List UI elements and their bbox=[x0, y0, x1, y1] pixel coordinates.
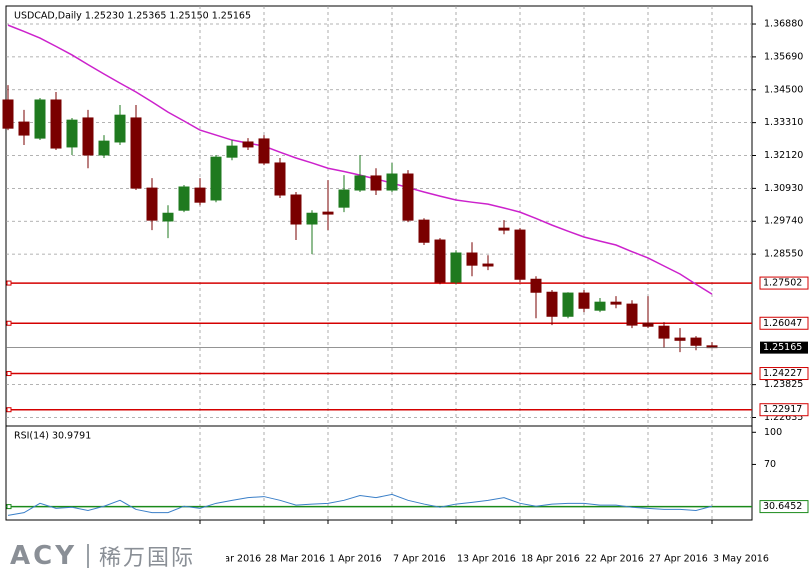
candle-body bbox=[2, 99, 14, 129]
candle-body bbox=[562, 292, 574, 317]
level-marker bbox=[6, 371, 12, 377]
candle-body bbox=[18, 121, 30, 136]
candle-body bbox=[226, 145, 238, 158]
y-tick-label: 1.29740 bbox=[764, 216, 803, 227]
candle-body bbox=[434, 239, 446, 283]
x-tick-label: 13 Apr 2016 bbox=[457, 554, 516, 565]
candle-body bbox=[498, 227, 510, 231]
y-tick-label: 1.34500 bbox=[764, 84, 803, 95]
level-label: 1.22917 bbox=[763, 404, 802, 415]
last-price-box bbox=[760, 341, 808, 354]
level-label-box bbox=[759, 276, 809, 290]
candle-body bbox=[370, 175, 382, 191]
x-tick-label: 28 Mar 2016 bbox=[265, 554, 325, 565]
candle-body bbox=[162, 212, 174, 222]
candle-body bbox=[466, 252, 478, 266]
candle-body bbox=[34, 99, 46, 139]
candle-body bbox=[386, 173, 398, 191]
candle-body bbox=[98, 140, 110, 156]
x-tick-label: 22 Mar 2016 bbox=[201, 554, 261, 565]
candle-body bbox=[658, 325, 670, 339]
chart-title: USDCAD,Daily 1.25230 1.25365 1.25150 1.2… bbox=[14, 11, 251, 22]
candle-body bbox=[482, 263, 494, 267]
y-tick-label: 100 bbox=[764, 427, 782, 438]
level-marker bbox=[6, 280, 12, 286]
candle-body bbox=[610, 301, 622, 305]
watermark: ACY 稀万国际 bbox=[0, 535, 226, 577]
candle-body bbox=[50, 99, 62, 149]
level-label-box bbox=[759, 403, 809, 417]
candle-body bbox=[450, 252, 462, 283]
level-label-box bbox=[759, 500, 809, 514]
watermark-separator bbox=[87, 544, 90, 568]
candle-body bbox=[546, 291, 558, 317]
candle-body bbox=[354, 175, 366, 191]
x-tick-label: 22 Apr 2016 bbox=[585, 554, 644, 565]
candle-body bbox=[130, 117, 142, 189]
candle-body bbox=[306, 212, 318, 225]
y-tick-label: 1.30930 bbox=[764, 183, 803, 194]
candle-body bbox=[322, 211, 334, 215]
candle-body bbox=[82, 117, 94, 156]
candle-body bbox=[578, 292, 590, 309]
y-tick-label: 1.22635 bbox=[764, 412, 803, 423]
candle-body bbox=[274, 162, 286, 196]
candle-body bbox=[674, 337, 686, 341]
candle-body bbox=[642, 322, 654, 327]
candle-body bbox=[402, 173, 414, 221]
indicator-line bbox=[7, 493, 713, 516]
level-label: 30.6452 bbox=[763, 501, 802, 512]
level-label: 1.24227 bbox=[763, 368, 802, 379]
level-label-box bbox=[759, 316, 809, 330]
level-marker bbox=[6, 407, 12, 413]
x-tick-label: 27 Apr 2016 bbox=[649, 554, 708, 565]
candle-body bbox=[258, 138, 270, 164]
level-label-box bbox=[759, 367, 809, 381]
candle-body bbox=[530, 278, 542, 293]
candle-body bbox=[690, 337, 702, 346]
x-tick-label: 18 Apr 2016 bbox=[521, 554, 580, 565]
candle-body bbox=[146, 187, 158, 221]
y-tick-label: 1.36880 bbox=[764, 19, 803, 30]
indicator-title: RSI(14) 30.9791 bbox=[14, 431, 91, 442]
y-tick-label: 1.33310 bbox=[764, 117, 803, 128]
candle-body bbox=[66, 119, 78, 148]
level-label: 1.26047 bbox=[763, 318, 802, 329]
y-tick-label: 1.23825 bbox=[764, 379, 803, 390]
candle-body bbox=[626, 303, 638, 326]
candle-body bbox=[514, 229, 526, 280]
x-tick-label: 1 Apr 2016 bbox=[329, 554, 382, 565]
x-tick-label: 7 Apr 2016 bbox=[393, 554, 446, 565]
candle-body bbox=[178, 186, 190, 211]
watermark-brand: ACY bbox=[10, 541, 78, 571]
y-tick-label: 1.35690 bbox=[764, 51, 803, 62]
watermark-name: 稀万国际 bbox=[99, 546, 196, 571]
candle-body bbox=[210, 156, 222, 201]
y-tick-label: 70 bbox=[764, 459, 776, 470]
x-tick-label: 3 May 2016 bbox=[713, 554, 769, 565]
y-tick-label: 1.28550 bbox=[764, 249, 803, 260]
candle-body bbox=[418, 219, 430, 243]
candle-body bbox=[290, 194, 302, 225]
candle-body bbox=[194, 187, 206, 203]
y-tick-label: 1.32120 bbox=[764, 150, 803, 161]
plot-frame bbox=[5, 5, 753, 521]
level-label: 1.27502 bbox=[763, 278, 802, 289]
candle-body bbox=[242, 141, 254, 148]
candle-body bbox=[114, 114, 126, 143]
candle-body bbox=[594, 301, 606, 311]
last-price-label: 1.25165 bbox=[763, 342, 802, 353]
candle-body bbox=[338, 189, 350, 208]
level-marker bbox=[6, 504, 12, 510]
level-marker bbox=[6, 320, 12, 326]
